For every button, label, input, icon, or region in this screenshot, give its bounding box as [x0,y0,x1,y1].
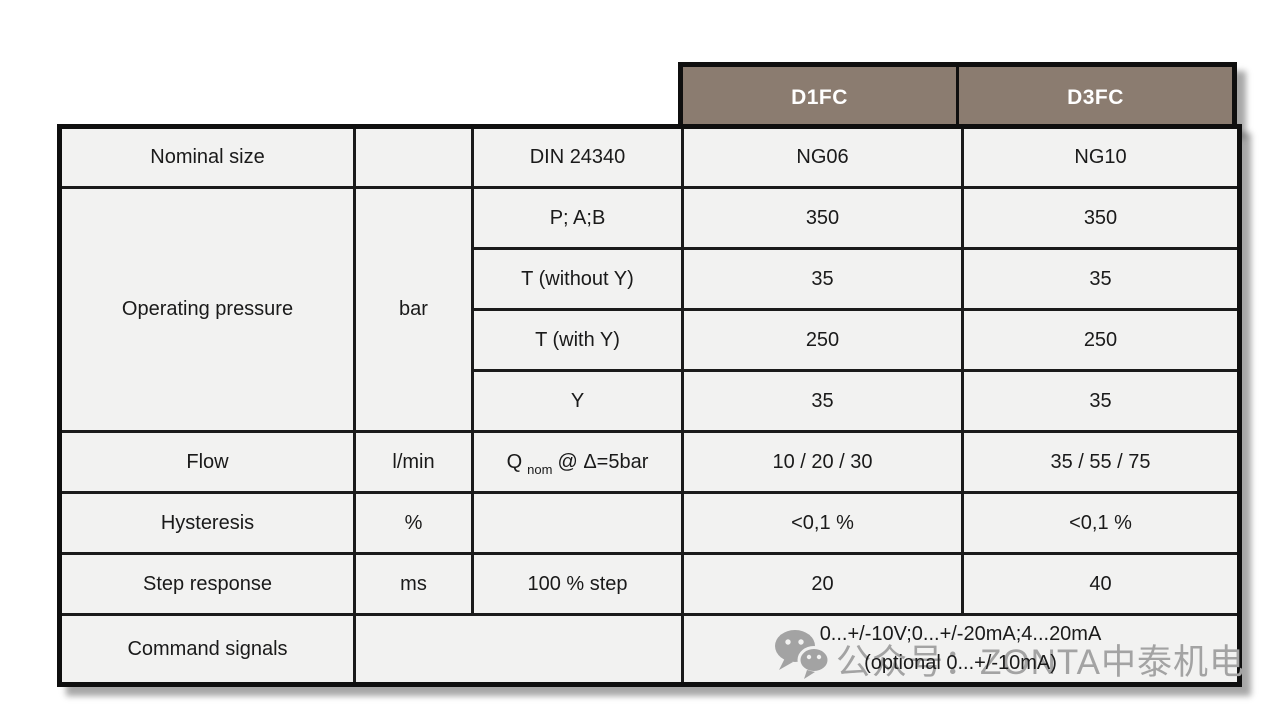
cell-step-response-d1fc: 20 [681,552,964,616]
cell-command-signals-label: Command signals [58,613,356,686]
column-header-d3fc-label: D3FC [1067,86,1124,109]
command-signals-line2: (optional 0...+/-10mA) [864,652,1057,674]
column-header-row: D1FC D3FC [678,62,1237,129]
cell-hysteresis-d3fc: <0,1 % [961,491,1241,555]
cell-pressure-t-with-y-d3fc: 250 [961,308,1241,372]
cell-hysteresis-d1fc: <0,1 % [681,491,964,555]
table-row-command-signals: Command signals 0...+/-10V;0...+/-20mA;4… [58,613,1241,686]
flow-condition-q: Q [506,450,523,473]
flow-condition-subscript: nom [527,461,553,477]
cell-pressure-y-d1fc: 35 [681,369,964,433]
cell-nominal-size-condition: DIN 24340 [471,125,684,189]
cell-operating-pressure-unit: bar [353,186,474,433]
cell-pressure-y-condition: Y [471,369,684,433]
cell-pressure-y-d3fc: 35 [961,369,1241,433]
command-signals-line1: 0...+/-10V;0...+/-20mA;4...20mA [819,623,1102,645]
cell-flow-unit: l/min [353,430,474,494]
cell-pressure-t-without-y-d3fc: 35 [961,247,1241,311]
cell-step-response-unit: ms [353,552,474,616]
cell-nominal-size-d3fc: NG10 [961,125,1241,189]
cell-nominal-size-unit [353,125,474,189]
cell-command-signals-value: 0...+/-10V;0...+/-20mA;4...20mA (optiona… [681,613,1241,686]
cell-pressure-t-with-y-d1fc: 250 [681,308,964,372]
spec-table: Nominal size DIN 24340 NG06 NG10 Operati… [57,124,1242,687]
cell-pressure-t-with-y-condition: T (with Y) [471,308,684,372]
table-row-step-response: Step response ms 100 % step 20 40 [58,552,1241,616]
cell-pressure-t-without-y-d1fc: 35 [681,247,964,311]
cell-pressure-pab-d1fc: 350 [681,186,964,250]
cell-flow-d3fc: 35 / 55 / 75 [961,430,1241,494]
flow-condition-tail: @ Δ=5bar [557,450,649,473]
table-row-hysteresis: Hysteresis % <0,1 % <0,1 % [58,491,1241,555]
column-header-d3fc: D3FC [956,67,1232,129]
cell-command-signals-empty [353,613,684,686]
cell-flow-d1fc: 10 / 20 / 30 [681,430,964,494]
table-row-nominal-size: Nominal size DIN 24340 NG06 NG10 [58,125,1241,189]
cell-hysteresis-condition [471,491,684,555]
cell-pressure-pab-d3fc: 350 [961,186,1241,250]
cell-step-response-d3fc: 40 [961,552,1241,616]
cell-nominal-size-label: Nominal size [58,125,356,189]
cell-operating-pressure-label: Operating pressure [58,186,356,433]
table-row-operating-pressure-t-with-y: T (with Y) 250 250 [60,308,1241,372]
table-row-operating-pressure-pab: Operating pressure bar P; A;B 350 350 [58,186,1241,433]
cell-hysteresis-unit: % [353,491,474,555]
watermark-text: 公众号：ZONTA中泰机电 [836,643,1246,682]
cell-flow-label: Flow [58,430,356,494]
table-row-operating-pressure-t-without-y: T (without Y) 35 35 [60,247,1241,311]
column-header-d1fc: D1FC [683,67,956,129]
cell-pressure-pab-condition: P; A;B [471,186,684,250]
spec-sheet: D1FC D3FC Nominal size DIN 24340 NG06 NG… [57,62,1247,702]
cell-nominal-size-d1fc: NG06 [681,125,964,189]
table-row-operating-pressure-y: Y 35 35 [60,369,1241,433]
column-header-d1fc-label: D1FC [791,86,848,109]
cell-step-response-condition: 100 % step [471,552,684,616]
cell-step-response-label: Step response [58,552,356,616]
watermark: 公众号：ZONTA中泰机电 [774,629,1245,690]
cell-pressure-t-without-y-condition: T (without Y) [471,247,684,311]
cell-hysteresis-label: Hysteresis [58,491,356,555]
wechat-icon [774,629,831,690]
